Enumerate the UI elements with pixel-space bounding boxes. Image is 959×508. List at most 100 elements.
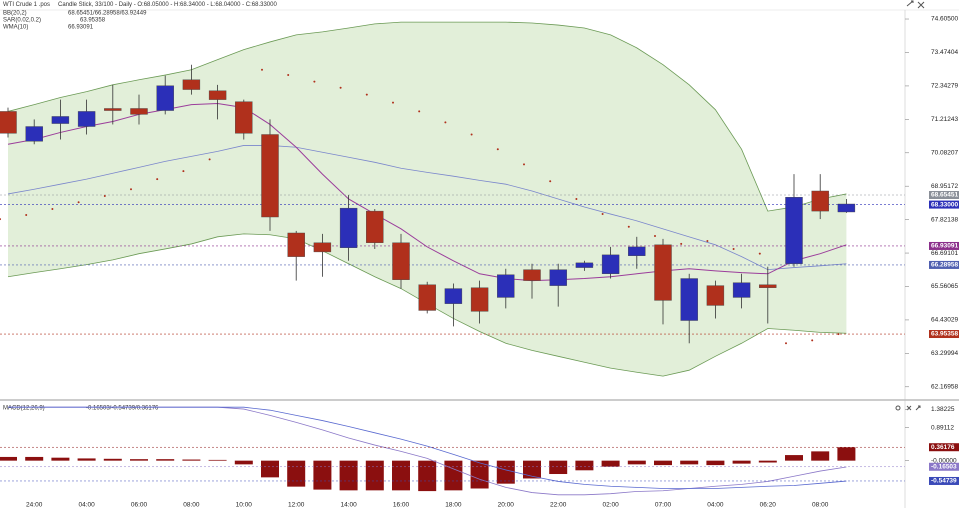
macd-histogram-bar <box>444 460 463 491</box>
macd-histogram-bar <box>785 455 803 461</box>
sar-dot <box>51 208 54 211</box>
sar-dot <box>601 213 604 216</box>
price-label: 66.28958 <box>931 262 958 269</box>
macd-histogram-bar <box>758 460 777 463</box>
sar-dot <box>339 86 342 89</box>
bollinger-upper <box>7 21 847 212</box>
price-label: 68.65451 <box>931 192 958 199</box>
macd-histogram-bar <box>208 459 227 461</box>
y-tick-label: 74.60500 <box>931 16 958 23</box>
sar-dot <box>0 218 1 221</box>
price-label-box <box>929 200 959 209</box>
candle-body <box>366 210 384 243</box>
sar-legend-value: 63.95358 <box>80 18 106 24</box>
bb-legend-value: 68.65451/66.28958/63.92449 <box>68 11 147 17</box>
signal-line <box>8 406 847 489</box>
x-tick-label: 16:00 <box>393 502 410 508</box>
x-tick-label: 07:00 <box>655 502 672 508</box>
header-title: WTI Crude 1 .pos <box>3 2 50 8</box>
x-tick-label: 12:00 <box>288 502 305 508</box>
macd-histogram-bar <box>25 456 44 461</box>
candle-body <box>759 284 777 288</box>
candle-body <box>732 282 751 298</box>
macd-y-tick-label: 1.38225 <box>931 406 955 413</box>
candle-body <box>51 116 70 124</box>
sar-dot <box>785 342 787 345</box>
sar-dot <box>732 247 735 250</box>
candle-body <box>392 242 410 280</box>
sar-dot <box>654 234 656 237</box>
macd-histogram-bar <box>732 460 751 464</box>
wma-line <box>7 102 847 282</box>
expand-icon[interactable] <box>906 0 914 7</box>
sar-dot <box>758 252 761 255</box>
sar-dot <box>130 188 132 191</box>
macd-expand-icon[interactable] <box>915 405 921 411</box>
macd-label-box <box>929 443 959 452</box>
macd-histogram-bar <box>339 460 358 491</box>
y-tick-label: 70.08207 <box>931 149 958 156</box>
sar-dot <box>156 178 159 181</box>
macd-histogram-bar <box>313 460 332 490</box>
x-tick-label: 18:00 <box>445 502 462 508</box>
candle-body <box>785 196 803 264</box>
candle-body <box>182 79 201 90</box>
candle-body <box>680 278 698 321</box>
macd-histogram-bar <box>0 456 17 461</box>
candle-body <box>287 232 305 257</box>
macd-histogram-bar <box>392 460 410 491</box>
sar-dot <box>418 110 421 113</box>
macd-price-label: -0.16503 <box>931 463 957 470</box>
sar-legend-name: SAR(0.02,0.2) <box>3 18 41 24</box>
candle-body <box>601 254 620 274</box>
sar-dot <box>680 242 683 245</box>
candle-body <box>837 203 856 213</box>
macd-histogram-bar <box>549 460 568 475</box>
macd-histogram-bar <box>575 460 594 471</box>
sar-dot <box>287 74 290 77</box>
price-label-box <box>929 330 959 339</box>
close-icon[interactable] <box>917 1 925 9</box>
macd-histogram-bar <box>601 460 620 467</box>
candle-body <box>523 269 541 281</box>
sar-dot <box>261 68 263 71</box>
y-tick-label: 68.95172 <box>931 183 958 190</box>
y-tick-label: 67.82138 <box>931 216 958 223</box>
x-tick-label: 04:00 <box>78 502 95 508</box>
price-label: 66.93091 <box>931 243 958 250</box>
x-tick-label: 24:00 <box>26 502 43 508</box>
x-tick-label: 14:00 <box>340 502 357 508</box>
window-icons[interactable] <box>895 0 925 411</box>
sar-dot <box>627 225 630 228</box>
x-tick-label: 08:00 <box>812 502 829 508</box>
macd-y-tick-label: 0.89112 <box>931 424 954 431</box>
sar-dot <box>25 213 28 216</box>
sar-dot <box>549 180 552 183</box>
macd-histogram-bar <box>496 460 515 484</box>
sar-dot <box>470 133 473 136</box>
candle-body <box>549 269 567 286</box>
candle-body <box>575 262 594 268</box>
macd-legend-value: -0.16503/-0.54739/0.36176 <box>86 406 159 412</box>
sar-dot <box>313 80 316 83</box>
macd-settings-icon[interactable] <box>895 405 901 411</box>
candle-body <box>811 190 829 212</box>
sar-dot <box>77 201 80 204</box>
price-label: 63.95358 <box>931 331 958 338</box>
sar-dot <box>392 101 394 104</box>
x-tick-label: 20:00 <box>498 502 515 508</box>
macd-histogram-bar <box>261 460 279 478</box>
candle-body <box>706 285 725 306</box>
macd-label-box <box>929 476 959 485</box>
sar-dot <box>706 239 709 242</box>
y-tick-label: 73.47404 <box>931 49 958 56</box>
macd-histogram-bar <box>837 447 856 461</box>
sar-dot <box>575 197 578 200</box>
macd-histogram-bar <box>287 460 306 487</box>
sar-dot <box>208 158 211 161</box>
macd-histogram-bar <box>156 459 175 461</box>
candle-body <box>130 108 148 115</box>
candle-body <box>235 101 253 134</box>
candle-body <box>470 287 489 312</box>
